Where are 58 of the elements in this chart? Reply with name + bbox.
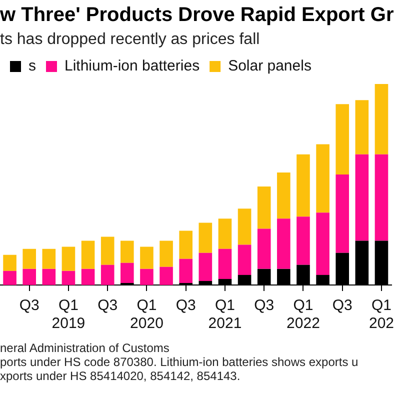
bar [62,270,76,285]
bar [62,246,76,271]
x-tick-label: Q1 2019 [52,297,86,332]
bar [42,248,56,269]
x-tick-label: Q3 [19,297,40,314]
x-tick-label: Q3 [254,297,274,314]
bar [160,266,173,285]
x-tick-label: Q1 202 [368,297,394,332]
x-tick-label: Q3 [332,297,352,314]
bar [218,218,232,249]
bar [218,248,232,279]
bar [374,154,388,241]
bar [3,270,16,285]
bar [198,252,212,281]
legend-label: Lithium-ion batteries [64,58,200,75]
bar [336,104,350,174]
bar [100,236,114,265]
bar [296,154,310,217]
chart-subtitle: ts has dropped recently as prices fall [0,31,261,49]
bar [179,258,193,283]
text: xports under HS 85414020, 854142, 854143. [0,369,242,383]
x-tick-label: Q1 2021 [208,297,242,332]
bar [100,264,114,285]
bar [22,268,36,285]
bar [296,216,310,265]
bar [374,84,388,154]
bar [316,144,330,213]
bar [257,228,271,269]
bar [140,268,154,285]
legend-label: Solar panels [228,58,312,75]
x-tick-label: Q3 [98,297,118,314]
bar [355,154,369,241]
bar [160,240,173,267]
bar [42,268,56,285]
bar [81,240,95,269]
bar [179,230,193,259]
bar [120,240,134,263]
text: ports under HS code 870380. Lithium-ion batteries shows exports u [0,355,360,369]
bar [198,222,212,253]
text: neral Administration of Customs [0,341,170,355]
bar [336,174,350,253]
x-tick-label: Q1 2020 [130,297,164,332]
bar [238,208,252,245]
bar [22,248,36,269]
bar [257,186,271,229]
bar [355,100,369,154]
bar [277,172,290,219]
bar [238,244,252,275]
bar [3,254,16,271]
x-tick-label: Q3 [176,297,196,314]
legend-label: s [28,58,36,75]
bar [277,218,290,269]
bar [81,268,95,285]
x-tick-label: Q1 2022 [286,297,320,332]
bar [316,212,330,275]
bar [120,262,134,283]
chart-title: w Three' Products Drove Rapid Export Gr [0,4,395,27]
bar [140,246,154,269]
